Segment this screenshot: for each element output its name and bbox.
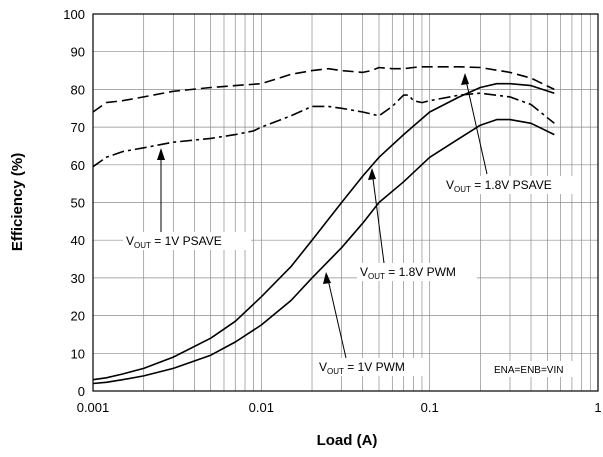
series-line-3 <box>92 82 555 381</box>
y-tick-label: 20 <box>71 309 85 324</box>
x-axis-label: Load (A) <box>317 432 378 449</box>
y-axis-label: Efficiency (%) <box>9 153 26 251</box>
annotations: VOUT = 1.8V PSAVE VOUT = 1V PSAVE VOUT =… <box>123 73 578 377</box>
label-1p8v-pwm: VOUT = 1.8V PWM <box>360 265 456 281</box>
x-tick-label: 0.001 <box>77 400 110 415</box>
y-tick-label: 0 <box>78 384 85 399</box>
arrow-1p8v-pwm <box>371 170 385 264</box>
annotation-bg <box>316 358 424 376</box>
y-tick-label: 90 <box>71 45 85 60</box>
plot-frame <box>92 13 599 392</box>
series-line-4 <box>92 118 555 385</box>
annotation-bg <box>443 176 575 194</box>
x-tick-label: 0.01 <box>249 400 274 415</box>
y-tick-label: 100 <box>63 7 85 22</box>
arrow-1p8v-psave <box>464 75 488 175</box>
enable-note: ENA=ENB=VIN <box>494 365 563 376</box>
plot-border <box>92 13 599 392</box>
y-tick-label: 80 <box>71 82 85 97</box>
annotation-bg <box>123 232 251 250</box>
arrow-1v-psave-head <box>157 148 165 160</box>
label-1p8v-psave: VOUT = 1.8V PSAVE <box>446 178 552 194</box>
arrow-1p8v-pwm-head <box>368 168 376 180</box>
arrow-1p8v-psave-head <box>461 73 469 85</box>
y-tick-label: 40 <box>71 233 85 248</box>
tick-labels: 0 10 20 30 40 50 60 70 80 90 100 0.001 0.01 0.1 1 <box>63 7 601 415</box>
y-tick-label: 50 <box>71 196 85 211</box>
y-tick-label: 70 <box>71 120 85 135</box>
y-tick-label: 10 <box>71 346 85 361</box>
x-tick-label: 0.1 <box>421 400 439 415</box>
note-bg <box>490 361 578 377</box>
y-tick-label: 30 <box>71 271 85 286</box>
x-tick-label: 1 <box>594 400 601 415</box>
series-lines <box>92 66 555 385</box>
label-1v-psave: VOUT = 1V PSAVE <box>126 234 222 250</box>
arrow-1v-pwm <box>326 274 347 359</box>
label-1v-pwm: VOUT = 1V PWM <box>319 360 405 376</box>
y-tick-label: 60 <box>71 158 85 173</box>
series-line-2 <box>92 92 555 168</box>
annotation-bg <box>357 263 477 281</box>
arrow-1v-pwm-head <box>323 272 331 284</box>
series-line-1 <box>92 66 555 113</box>
